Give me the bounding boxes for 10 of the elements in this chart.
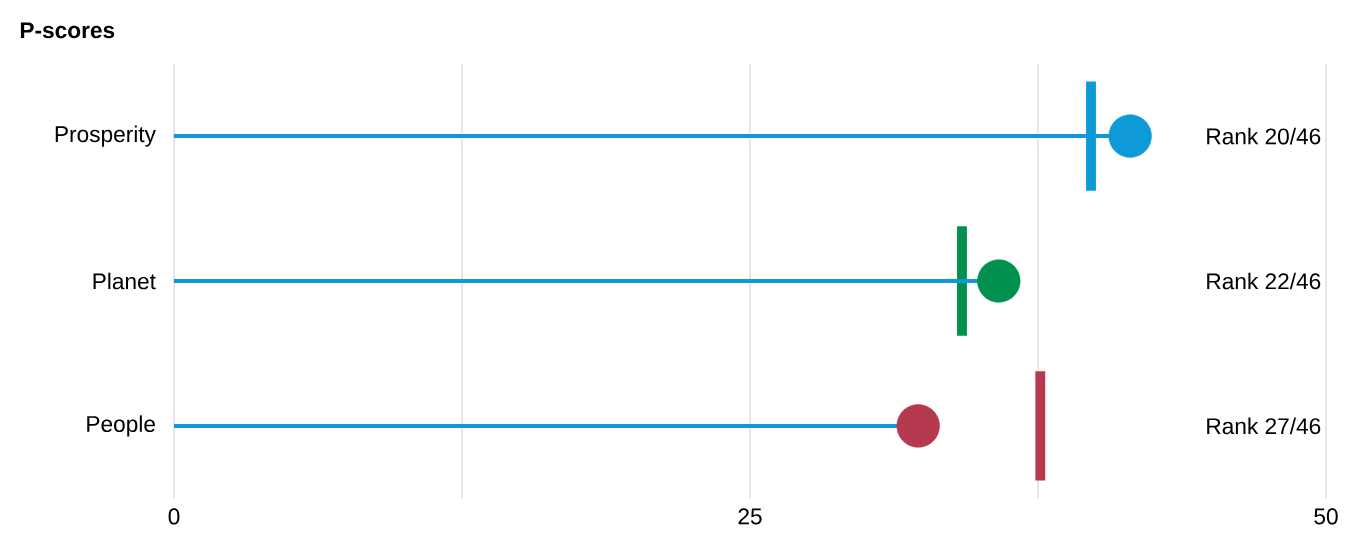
x-tick-label: 0 (168, 508, 180, 525)
y-tick-label: Prosperity (55, 125, 156, 147)
y-tick-label: Planet (93, 272, 156, 290)
annotation: Rank 27/46 (1207, 417, 1321, 435)
y-tick-label: People (87, 415, 155, 437)
x-tick-label: 25 (738, 508, 762, 525)
annotation: Rank 22/46 (1207, 272, 1321, 290)
annotation: Rank 20/46 (1207, 127, 1321, 145)
x-tick-label: 50 (1314, 508, 1338, 525)
chart-title: P-scores (20, 22, 115, 39)
